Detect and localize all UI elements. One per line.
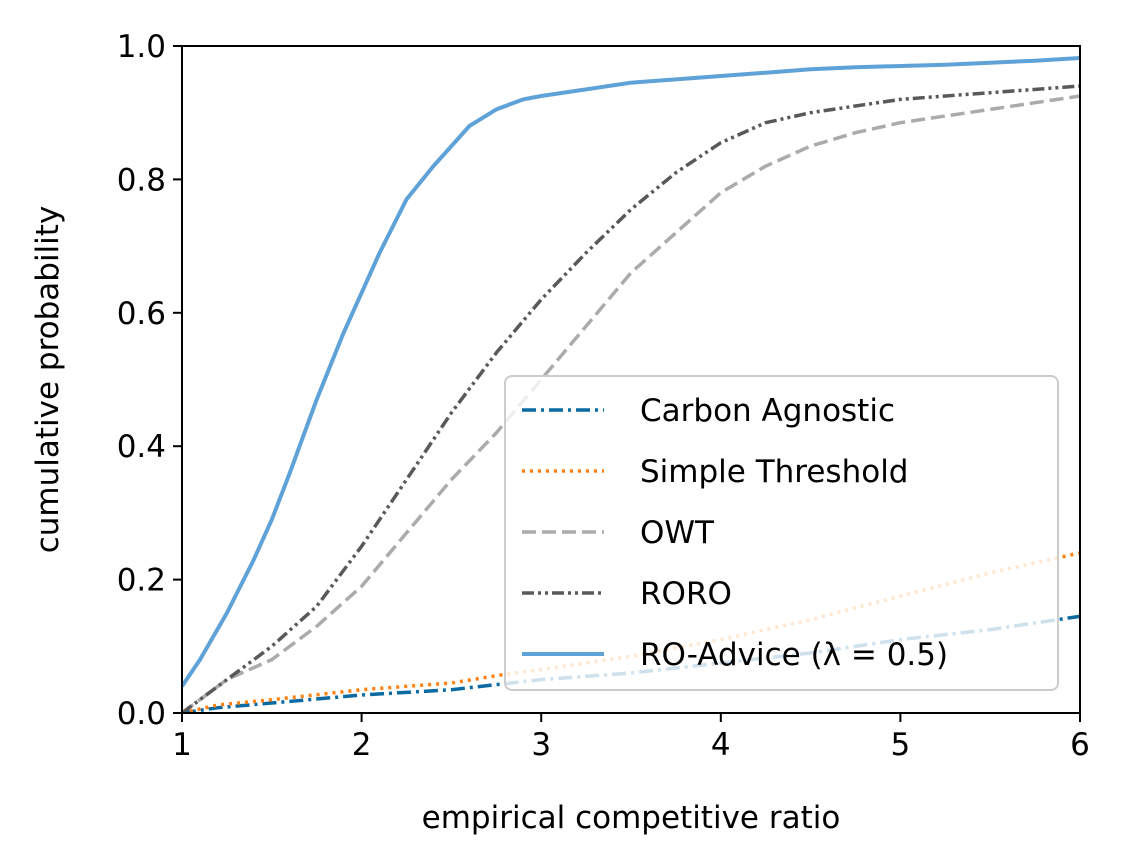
x-tick-label: 4 bbox=[711, 727, 731, 763]
legend-label-2: Simple Threshold bbox=[640, 454, 908, 490]
series-line-5 bbox=[182, 56, 1080, 688]
y-tick-label: 0.0 bbox=[117, 696, 166, 732]
y-tick-label: 0.8 bbox=[117, 162, 166, 198]
y-tick-label: 0.2 bbox=[117, 563, 166, 599]
series-line-3 bbox=[182, 94, 1080, 713]
legend-label-3: OWT bbox=[640, 515, 715, 551]
x-tick-label: 6 bbox=[1070, 727, 1090, 763]
legend: Carbon Agnostic Simple Threshold OWT RORO RO… bbox=[504, 375, 1059, 691]
y-tick-label: 1.0 bbox=[117, 29, 166, 65]
legend-label-5: RO-Advice (λ = 0.5) bbox=[640, 637, 948, 673]
plot-frame bbox=[181, 45, 1081, 714]
y-axis-label: cumulative probability bbox=[30, 206, 66, 554]
legend-label-1: Carbon Agnostic bbox=[640, 393, 895, 429]
series-line-4 bbox=[182, 84, 1080, 713]
x-axis-label: empirical competitive ratio bbox=[422, 800, 841, 836]
legend-box bbox=[504, 375, 1059, 691]
x-tick-label: 3 bbox=[531, 727, 551, 763]
y-tick-label: 0.4 bbox=[117, 429, 166, 465]
x-tick-label: 5 bbox=[891, 727, 911, 763]
axis-ticks: 1 2 3 4 5 6 0.0 0.2 0.4 0.6 0.8 1.0 bbox=[117, 29, 1090, 763]
legend-label-4: RORO bbox=[640, 576, 732, 612]
x-tick-label: 2 bbox=[352, 727, 372, 763]
x-tick-label: 1 bbox=[172, 727, 192, 763]
y-tick-label: 0.6 bbox=[117, 296, 166, 332]
